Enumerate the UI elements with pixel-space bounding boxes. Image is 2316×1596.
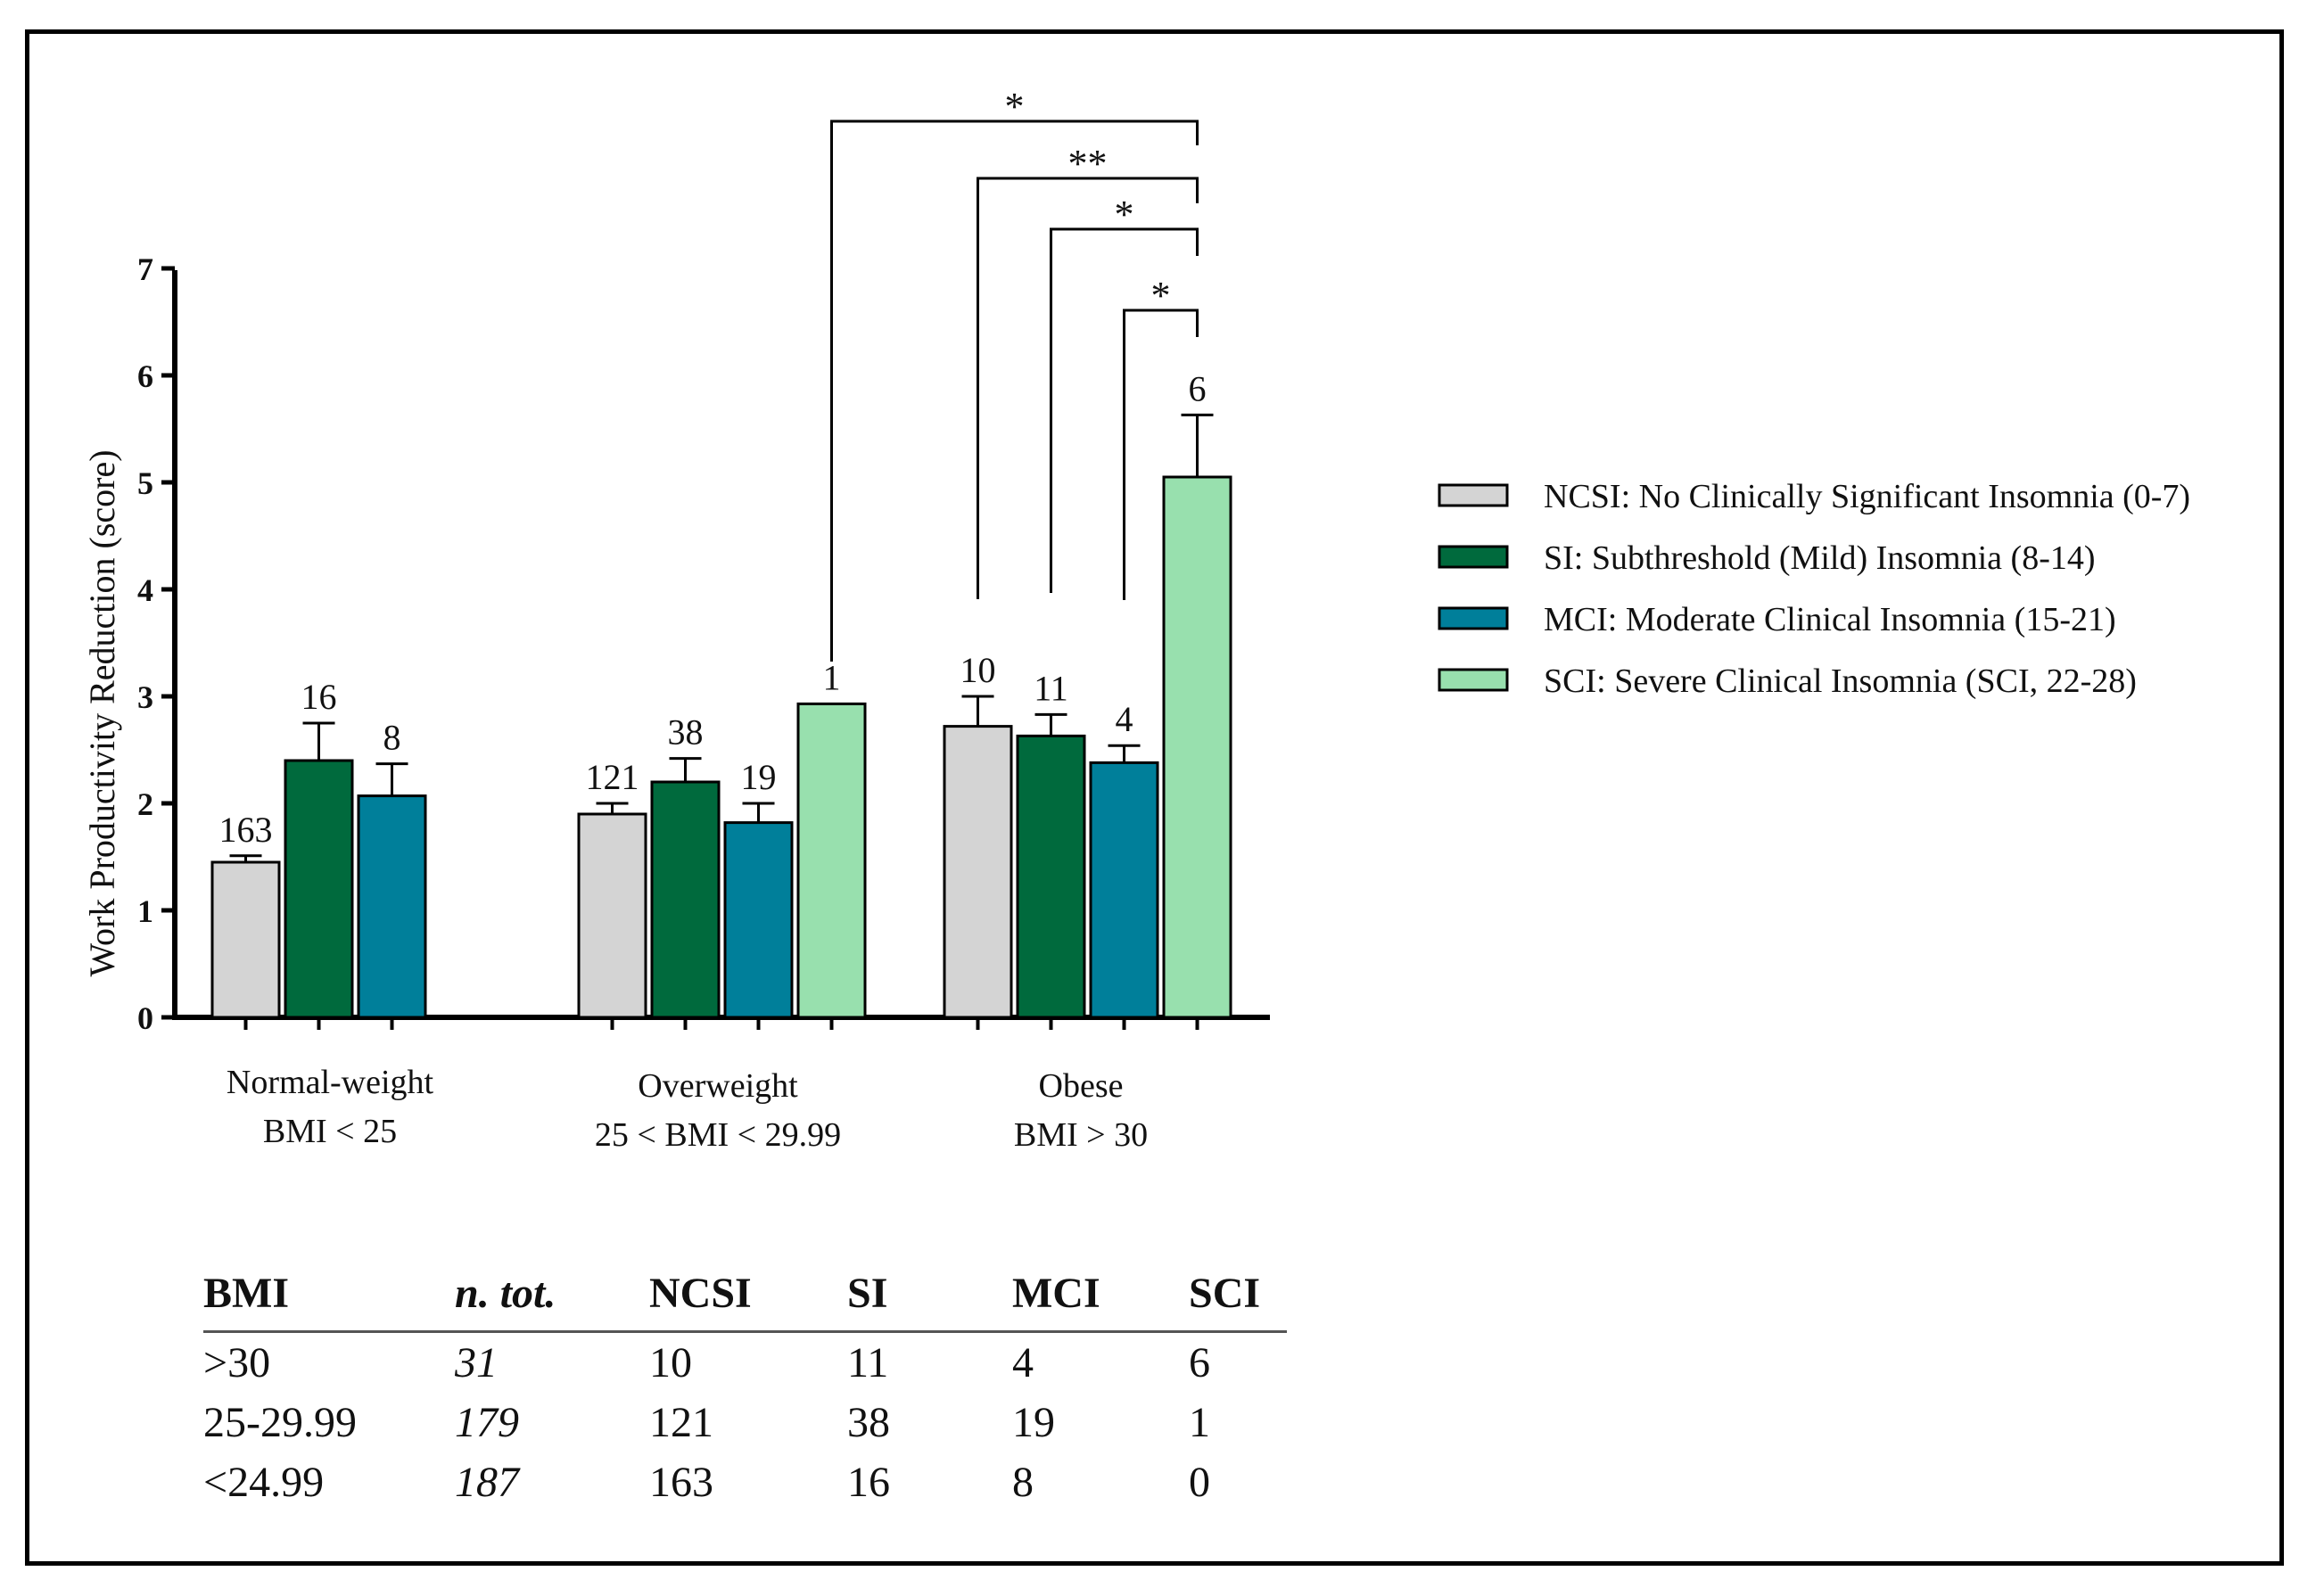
significance-bracket [1050,227,1199,593]
significance-brackets: ***** [830,85,1199,662]
group-labels: Normal-weight BMI < 25 Overweight 25 < BMI … [227,1064,1148,1154]
y-tick-label: 0 [137,1000,153,1036]
significance-bracket [830,119,1199,662]
bar [1162,475,1232,1019]
significance-marker: * [1151,274,1171,317]
y-tick-label: 6 [137,358,153,394]
table-cell: <24.99 [203,1459,325,1506]
table-header: BMI [203,1266,455,1333]
table-cell: 10 [649,1339,692,1386]
legend-label: NCSI: No Clinically Significant Insomnia… [1544,478,2190,515]
group-label: Normal-weight [227,1064,434,1101]
table-cell: 16 [847,1459,890,1506]
legend-swatch [1438,483,1509,507]
bar-count-label: 4 [1116,699,1133,739]
y-tick-label: 5 [137,465,153,501]
bar [357,794,427,1019]
table-cell: 19 [1012,1399,1055,1446]
table-cell: 38 [847,1399,890,1446]
group-label: Obese [1039,1067,1124,1105]
bar [650,780,721,1019]
table-cell: 25-29.99 [203,1399,357,1446]
bar-count-label: 163 [219,810,273,850]
legend-label: MCI: Moderate Clinical Insomnia (15-21) [1544,601,2116,638]
bar [1089,761,1159,1019]
table-header-row: BMI n. tot. NCSI SI MCI SCI [203,1266,1287,1333]
legend-swatch [1438,545,1509,569]
y-tick-label: 2 [137,786,153,822]
significance-bracket [1123,309,1199,600]
sample-size-table: BMI n. tot. NCSI SI MCI SCI >30 31 10 11… [203,1266,1287,1512]
table-cell: 8 [1012,1459,1034,1506]
y-tick-label: 4 [137,572,153,608]
group-sublabel: 25 < BMI < 29.99 [595,1116,841,1154]
bar-count-label: 1 [823,657,841,697]
bar-count-label: 19 [741,757,777,797]
table-header: SCI [1189,1266,1287,1333]
table-cell: 179 [455,1399,519,1446]
bar [943,725,1013,1019]
table-cell: >30 [203,1339,271,1386]
group-label: Overweight [638,1067,798,1105]
table-cell: 31 [455,1339,498,1386]
y-tick-label: 1 [137,893,153,929]
table-cell: 187 [455,1459,519,1506]
table-header: SI [847,1266,1012,1333]
group-sublabel: BMI < 25 [263,1113,397,1150]
significance-marker: ** [1068,142,1108,185]
bar-count-label: 11 [1034,668,1068,708]
y-ticks: 0 1 2 3 4 5 6 7 [137,251,175,1036]
y-axis-label: Work Productivity Reduction (score) [82,449,122,976]
table-row: 25-29.99 179 121 38 19 1 [203,1393,1287,1452]
bar [210,860,281,1019]
bar [577,812,647,1019]
significance-bracket [977,177,1199,599]
table-header: MCI [1012,1266,1189,1333]
table-cell: 0 [1189,1459,1210,1506]
bar [723,821,794,1019]
table-cell: 121 [649,1399,713,1446]
significance-marker: * [1115,193,1134,236]
y-tick-label: 3 [137,679,153,715]
table-cell: 6 [1189,1339,1210,1386]
table-cell: 4 [1012,1339,1034,1386]
table-cell: 163 [649,1459,713,1506]
bar-count-label: 121 [586,757,639,797]
legend: NCSI: No Clinically Significant Insomnia… [1438,478,2190,700]
table-row: <24.99 187 163 16 8 0 [203,1452,1287,1512]
bar [284,759,354,1019]
bar-count-label: 16 [301,677,337,717]
bar-count-label: 10 [960,650,996,690]
bar-count-label: 6 [1189,368,1207,408]
group-sublabel: BMI > 30 [1014,1116,1148,1154]
bar [1016,734,1086,1019]
legend-label: SCI: Severe Clinical Insomnia (SCI, 22-2… [1544,662,2137,700]
table-header: n. tot. [455,1266,649,1333]
bar [796,702,867,1019]
y-tick-label: 7 [137,251,153,287]
legend-swatch [1438,668,1509,692]
legend-swatch [1438,606,1509,630]
significance-marker: * [1005,85,1025,128]
table-cell: 1 [1189,1399,1210,1446]
table-cell: 11 [847,1339,889,1386]
legend-label: SI: Subthreshold (Mild) Insomnia (8-14) [1544,539,2096,577]
bar-count-label: 8 [383,718,401,758]
table-row: >30 31 10 11 4 6 [203,1332,1287,1394]
bar-count-label: 38 [668,712,704,753]
table-header: NCSI [649,1266,847,1333]
